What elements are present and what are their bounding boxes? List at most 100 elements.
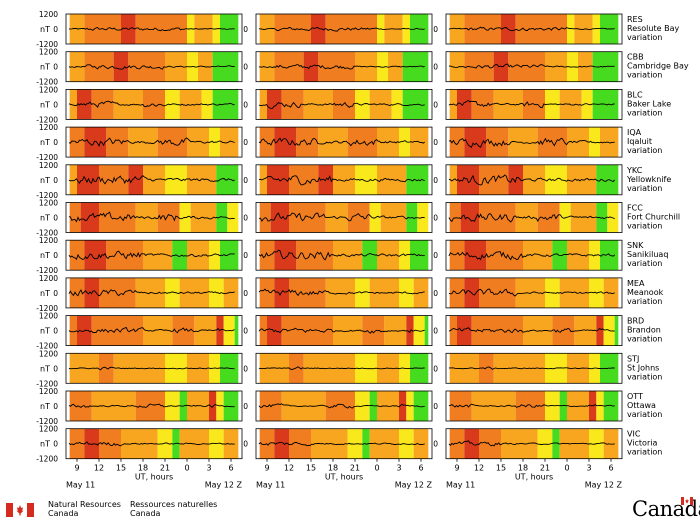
activity-band bbox=[457, 315, 472, 346]
activity-band bbox=[69, 89, 77, 120]
panel-frame bbox=[445, 202, 623, 233]
activity-band bbox=[486, 127, 509, 158]
y-axis-unit: nT bbox=[40, 63, 50, 72]
y-tick-label: 0 bbox=[243, 100, 248, 109]
activity-band bbox=[296, 127, 319, 158]
variation-trace bbox=[448, 288, 615, 297]
activity-band bbox=[424, 315, 429, 346]
y-tick-label: 1200 bbox=[39, 48, 58, 57]
y-tick-label: 0 bbox=[243, 364, 248, 373]
x-tick-label: 12 bbox=[474, 464, 484, 473]
variation-trace bbox=[258, 366, 425, 370]
activity-band bbox=[274, 240, 297, 271]
org-name-english: Natural Resources Canada bbox=[48, 500, 121, 518]
station-code: SNK bbox=[627, 241, 644, 250]
variation-trace bbox=[448, 403, 615, 408]
activity-band bbox=[399, 391, 407, 421]
activity-band bbox=[355, 164, 377, 195]
y-tick-label: 0 bbox=[243, 138, 248, 147]
y-tick-label: 0 bbox=[243, 289, 248, 298]
y-axis-unit: nT bbox=[40, 364, 50, 373]
y-tick-label: 0 bbox=[53, 402, 58, 411]
activity-band bbox=[388, 51, 403, 82]
activity-band bbox=[179, 89, 202, 120]
panel-frame bbox=[445, 13, 623, 45]
activity-band bbox=[369, 428, 399, 459]
activity-band bbox=[333, 89, 355, 120]
variation-trace bbox=[68, 403, 235, 408]
station-code: FCC bbox=[627, 204, 643, 213]
activity-band bbox=[449, 202, 461, 233]
y-axis-unit: nT bbox=[40, 251, 50, 260]
activity-band bbox=[508, 51, 545, 82]
wordmark-flag-icon bbox=[681, 497, 693, 505]
x-tick-label: 9 bbox=[74, 464, 79, 473]
y-tick-label: 1200 bbox=[39, 349, 58, 358]
activity-band bbox=[234, 315, 239, 346]
activity-band bbox=[464, 240, 487, 271]
station-variation-label: variation bbox=[627, 410, 662, 419]
y-axis-unit: nT bbox=[40, 402, 50, 411]
variation-trace bbox=[68, 250, 235, 260]
x-tick-label: 15 bbox=[306, 464, 316, 473]
panel-frame bbox=[255, 390, 433, 422]
station-variation-label: variation bbox=[627, 372, 662, 381]
activity-band bbox=[596, 315, 604, 346]
panel-frame bbox=[445, 352, 623, 384]
y-tick-label: 0 bbox=[53, 440, 58, 449]
activity-band bbox=[464, 428, 479, 459]
org-en-line1: Natural Resources bbox=[48, 500, 121, 509]
variation-trace bbox=[258, 441, 425, 447]
station-name: Iqaluit bbox=[627, 137, 652, 146]
activity-band bbox=[99, 277, 136, 308]
activity-band bbox=[449, 240, 465, 271]
y-tick-label: 1200 bbox=[39, 274, 58, 283]
panel-frame bbox=[255, 277, 433, 309]
activity-band bbox=[614, 315, 619, 346]
station-name: Baker Lake bbox=[627, 99, 671, 108]
station-name: Ottawa bbox=[627, 401, 656, 410]
variation-trace bbox=[68, 441, 235, 447]
y-tick-label: 0 bbox=[433, 440, 438, 449]
y-tick-label: 0 bbox=[433, 402, 438, 411]
variation-trace bbox=[448, 327, 615, 334]
activity-band bbox=[106, 127, 129, 158]
y-tick-label: 0 bbox=[243, 440, 248, 449]
variation-trace bbox=[448, 137, 615, 148]
panel-frame bbox=[65, 51, 243, 83]
station-name: Meanook bbox=[627, 288, 664, 297]
activity-band bbox=[457, 164, 479, 195]
x-tick-label: 0 bbox=[564, 464, 569, 473]
panel-frame bbox=[65, 390, 243, 422]
variation-trace bbox=[448, 63, 615, 69]
activity-band bbox=[347, 202, 370, 233]
activity-band bbox=[84, 240, 107, 271]
panel-frame bbox=[65, 315, 243, 347]
variation-trace bbox=[68, 100, 235, 108]
activity-band bbox=[187, 127, 209, 158]
activity-band bbox=[449, 277, 465, 308]
activity-band bbox=[157, 127, 187, 158]
date-end-label: May 12 Z bbox=[585, 481, 623, 490]
activity-band bbox=[289, 202, 326, 233]
variation-trace bbox=[448, 366, 615, 370]
y-tick-label: 0 bbox=[433, 289, 438, 298]
activity-band bbox=[460, 202, 479, 233]
panel-frame bbox=[255, 315, 433, 347]
x-tick-label: 3 bbox=[206, 464, 211, 473]
panel-frame bbox=[65, 13, 243, 45]
activity-band bbox=[362, 240, 377, 271]
activity-band bbox=[545, 51, 567, 82]
x-tick-label: 0 bbox=[374, 464, 379, 473]
variation-trace bbox=[448, 250, 615, 261]
activity-band bbox=[80, 202, 99, 233]
station-name: Fort Churchill bbox=[627, 213, 680, 222]
station-variation-label: variation bbox=[627, 448, 662, 457]
activity-band bbox=[406, 164, 429, 195]
station-code: IQA bbox=[627, 128, 642, 137]
y-tick-label: -1200 bbox=[36, 342, 58, 351]
x-tick-label: 18 bbox=[518, 464, 528, 473]
y-tick-label: 0 bbox=[243, 327, 248, 336]
station-code: RES bbox=[627, 15, 643, 24]
station-code: CBB bbox=[627, 53, 644, 62]
